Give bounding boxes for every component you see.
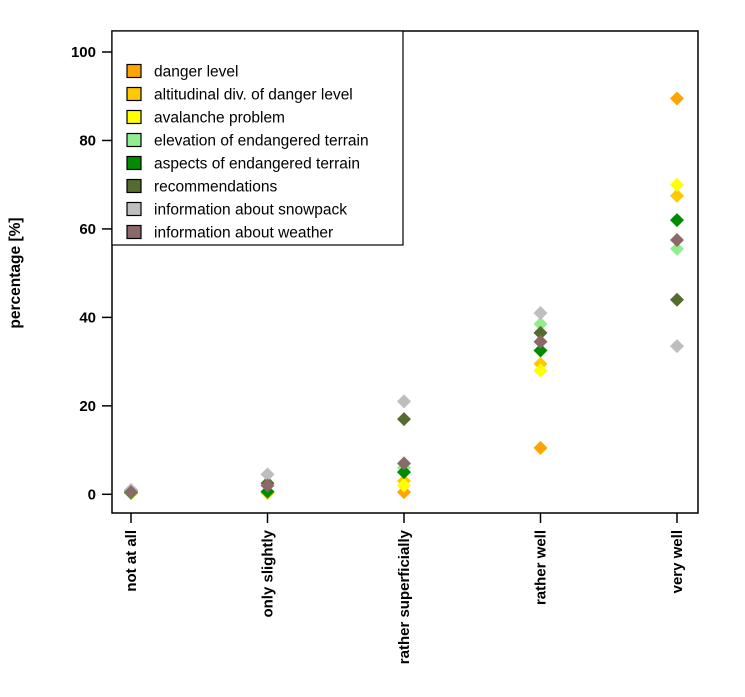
data-point-recommendations-rather-well bbox=[533, 325, 548, 340]
y-tick-label-0: 0 bbox=[88, 486, 96, 503]
data-point-avalanche-problem-rather-well bbox=[533, 363, 548, 378]
data-points bbox=[124, 91, 684, 501]
legend-label-recommendations: recommendations bbox=[154, 179, 277, 196]
legend-item-recommendations: recommendations bbox=[126, 178, 277, 196]
x-category-label-only-slightly: only slightly bbox=[260, 529, 277, 617]
legend-item-elevation-of-endangered-terrain: elevation of endangered terrain bbox=[126, 132, 369, 150]
legend-item-aspects-of-endangered-terrain: aspects of endangered terrain bbox=[126, 155, 360, 173]
legend-box bbox=[111, 30, 404, 246]
legend-label-avalanche-problem: avalanche problem bbox=[154, 110, 285, 127]
plot-box bbox=[111, 30, 699, 514]
y-tick-label-60: 60 bbox=[79, 221, 96, 238]
legend: danger level altitudinal div. of danger l… bbox=[111, 30, 404, 246]
data-point-aspects-of-endangered-terrain-rather-superficially bbox=[397, 465, 411, 480]
legend-swatch-elevation-of-endangered-terrain bbox=[126, 132, 142, 148]
data-point-recommendations-very-well bbox=[670, 292, 684, 307]
data-point-information-about-snowpack-rather-well bbox=[533, 305, 548, 320]
legend-swatch-aspects-of-endangered-terrain bbox=[126, 155, 142, 171]
data-point-danger-level-rather-well bbox=[533, 440, 548, 455]
legend-swatch-danger-level bbox=[126, 63, 142, 79]
x-category-label-rather-superficially: rather superficially bbox=[396, 529, 413, 664]
legend-label-altitudinal-div-of-danger-level: altitudinal div. of danger level bbox=[154, 87, 353, 104]
data-point-recommendations-rather-superficially bbox=[397, 412, 411, 427]
data-point-danger-level-very-well bbox=[670, 91, 684, 106]
x-category-label-very-well: very well bbox=[669, 530, 686, 593]
y-tick-label-80: 80 bbox=[79, 132, 96, 149]
legend-label-danger-level: danger level bbox=[154, 64, 238, 81]
legend-swatch-information-about-snowpack bbox=[126, 201, 142, 217]
data-point-information-about-snowpack-very-well bbox=[670, 339, 684, 354]
legend-label-aspects-of-endangered-terrain: aspects of endangered terrain bbox=[154, 156, 360, 173]
plot-border bbox=[111, 30, 699, 514]
y-tick-label-20: 20 bbox=[79, 398, 96, 415]
y-tick-label-40: 40 bbox=[79, 309, 96, 326]
legend-label-information-about-weather: information about weather bbox=[154, 225, 333, 242]
legend-swatch-avalanche-problem bbox=[126, 109, 142, 125]
data-point-aspects-of-endangered-terrain-very-well bbox=[670, 213, 684, 228]
data-point-elevation-of-endangered-terrain-rather-well bbox=[533, 317, 548, 332]
data-point-avalanche-problem-rather-superficially bbox=[397, 478, 411, 493]
data-point-information-about-snowpack-only-slightly bbox=[260, 467, 275, 482]
data-point-altitudinal-div-of-danger-level-very-well bbox=[670, 188, 684, 203]
x-category-label-not-at-all: not at all bbox=[123, 530, 140, 592]
data-point-aspects-of-endangered-terrain-rather-well bbox=[533, 343, 548, 358]
data-point-avalanche-problem-very-well bbox=[670, 177, 684, 192]
legend-swatch-altitudinal-div-of-danger-level bbox=[126, 86, 142, 102]
data-point-information-about-weather-not-at-all bbox=[124, 485, 138, 500]
legend-item-information-about-snowpack: information about snowpack bbox=[126, 201, 347, 219]
x-category-label-rather-well: rather well bbox=[533, 530, 550, 605]
legend-label-information-about-snowpack: information about snowpack bbox=[154, 202, 347, 219]
y-axis-title: percentage [%] bbox=[7, 217, 24, 328]
data-point-information-about-weather-rather-superficially bbox=[397, 456, 411, 471]
data-point-information-about-weather-rather-well bbox=[533, 334, 548, 349]
legend-item-altitudinal-div-of-danger-level: altitudinal div. of danger level bbox=[126, 86, 353, 104]
x-axis: not at all only slightly rather superficia… bbox=[123, 513, 686, 664]
data-point-elevation-of-endangered-terrain-very-well bbox=[670, 241, 684, 256]
legend-item-information-about-weather: information about weather bbox=[126, 224, 333, 242]
legend-swatch-recommendations bbox=[126, 178, 142, 194]
legend-swatch-information-about-weather bbox=[126, 224, 142, 240]
y-tick-label-100: 100 bbox=[71, 44, 96, 61]
data-point-information-about-weather-very-well bbox=[670, 232, 684, 247]
legend-item-danger-level: danger level bbox=[126, 63, 238, 81]
data-point-information-about-snowpack-rather-superficially bbox=[397, 394, 411, 409]
legend-item-avalanche-problem: avalanche problem bbox=[126, 109, 285, 127]
y-axis: 0 20 40 60 80 100 bbox=[71, 44, 112, 503]
data-point-information-about-weather-only-slightly bbox=[260, 478, 275, 493]
legend-label-elevation-of-endangered-terrain: elevation of endangered terrain bbox=[154, 133, 369, 150]
